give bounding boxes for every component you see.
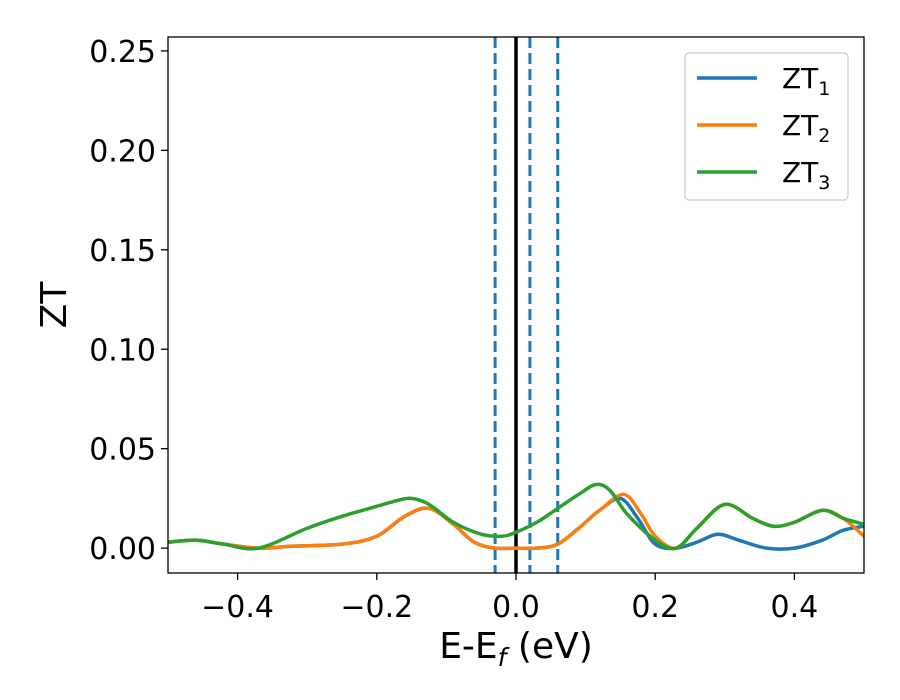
series-lines: [168, 482, 864, 551]
y-tick-label: 0.15: [89, 234, 156, 269]
x-axis-ticks: −0.4 −0.2 0.0 0.2 0.4: [201, 573, 818, 625]
x-tick-label: −0.2: [340, 590, 413, 625]
legend-frame: [684, 52, 849, 201]
x-tick-label: −0.4: [201, 590, 274, 625]
y-axis-label: ZT: [34, 281, 75, 329]
x-tick-label: 0.0: [492, 590, 540, 625]
y-axis-ticks: 0.00 0.05 0.10 0.15 0.20 0.25: [89, 35, 168, 567]
y-tick-label: 0.25: [89, 35, 156, 70]
y-tick-label: 0.00: [89, 532, 156, 567]
series-line-zt3: [168, 482, 864, 551]
y-tick-label: 0.05: [89, 433, 156, 468]
x-tick-label: 0.2: [631, 590, 679, 625]
legend-label-zt1: ZT1: [782, 62, 830, 100]
y-tick-label: 0.10: [89, 333, 156, 368]
x-axis-label: E-Ef (eV): [439, 626, 593, 672]
x-tick-label: 0.4: [771, 590, 819, 625]
y-tick-label: 0.20: [89, 134, 156, 169]
legend-label-zt3: ZT3: [782, 156, 830, 194]
legend-label-zt2: ZT2: [782, 109, 830, 147]
legend: ZT1 ZT2 ZT3: [684, 52, 849, 201]
vertical-reference-lines: [493, 37, 560, 573]
